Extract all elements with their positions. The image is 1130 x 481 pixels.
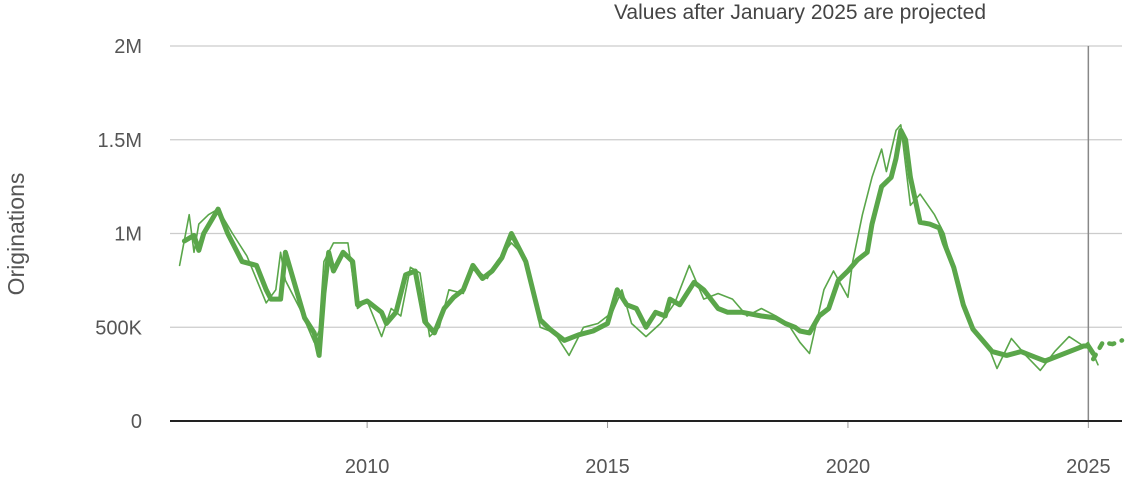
series-lines: [178, 124, 1125, 372]
y-tick-label: 500K: [95, 317, 142, 339]
x-tick-label: 2025: [1066, 456, 1111, 478]
y-tick-label: 1.5M: [98, 130, 142, 152]
y-axis-label: Originations: [3, 173, 29, 296]
y-tick-label: 0: [131, 411, 142, 433]
projection-note: Values after January 2025 are projected: [614, 1, 986, 24]
x-axis-ticks: 2010 2015 2020 2025: [345, 421, 1111, 478]
series-line-thick: [181, 127, 1096, 364]
x-tick-label: 2015: [585, 456, 630, 478]
gridlines: [170, 45, 1122, 328]
x-tick-label: 2010: [345, 456, 390, 478]
series-line-dotted: [1090, 338, 1125, 362]
x-tick-label: 2020: [826, 456, 871, 478]
y-tick-label: 1M: [114, 224, 142, 246]
y-axis-ticks: 0 500K 1M 1.5M 2M: [95, 36, 142, 433]
y-tick-label: 2M: [114, 36, 142, 58]
series-line-thin: [178, 124, 1099, 372]
